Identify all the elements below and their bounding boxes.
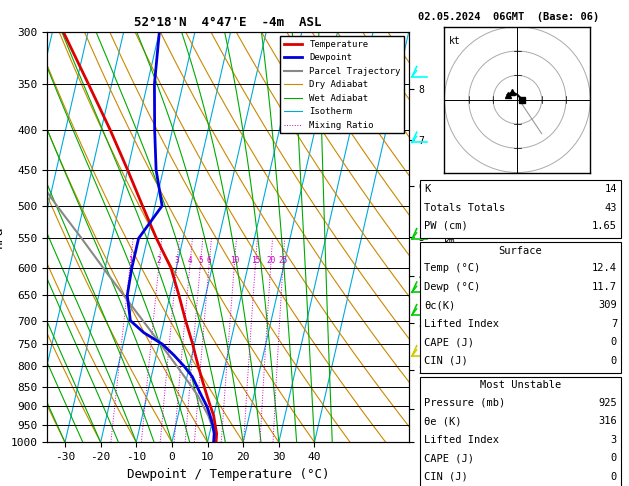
Text: 3: 3 [174, 256, 179, 265]
Text: 1.65: 1.65 [592, 221, 617, 231]
Text: 0: 0 [611, 337, 617, 347]
Text: kt: kt [449, 36, 461, 46]
Text: 12.4: 12.4 [592, 263, 617, 273]
Text: 20: 20 [266, 256, 276, 265]
Text: Totals Totals: Totals Totals [424, 203, 505, 212]
Y-axis label: hPa: hPa [0, 226, 5, 248]
Text: 25: 25 [278, 256, 287, 265]
Text: 5: 5 [198, 256, 203, 265]
Text: θc(K): θc(K) [424, 300, 455, 310]
Text: PW (cm): PW (cm) [424, 221, 468, 231]
Text: Pressure (mb): Pressure (mb) [424, 398, 505, 408]
Text: θe (K): θe (K) [424, 417, 462, 426]
Y-axis label: km
ASL: km ASL [442, 237, 459, 259]
Text: 6: 6 [207, 256, 211, 265]
X-axis label: Dewpoint / Temperature (°C): Dewpoint / Temperature (°C) [127, 468, 329, 481]
Text: 11.7: 11.7 [592, 282, 617, 292]
Text: Surface: Surface [499, 245, 542, 256]
Text: Lifted Index: Lifted Index [424, 435, 499, 445]
Text: 14: 14 [604, 184, 617, 194]
Text: 15: 15 [251, 256, 260, 265]
Text: Temp (°C): Temp (°C) [424, 263, 480, 273]
Text: 925: 925 [598, 398, 617, 408]
Text: © weatheronline.co.uk: © weatheronline.co.uk [459, 466, 582, 476]
Text: 2: 2 [157, 256, 161, 265]
Text: Most Unstable: Most Unstable [480, 380, 561, 390]
Text: CAPE (J): CAPE (J) [424, 337, 474, 347]
Legend: Temperature, Dewpoint, Parcel Trajectory, Dry Adiabat, Wet Adiabat, Isotherm, Mi: Temperature, Dewpoint, Parcel Trajectory… [281, 36, 404, 134]
Text: 0: 0 [611, 453, 617, 463]
Text: 316: 316 [598, 417, 617, 426]
Text: Mixing Ratio (g/kg): Mixing Ratio (g/kg) [458, 207, 467, 309]
Text: Dewp (°C): Dewp (°C) [424, 282, 480, 292]
Text: 0: 0 [611, 472, 617, 482]
Text: 309: 309 [598, 300, 617, 310]
Text: CIN (J): CIN (J) [424, 356, 468, 365]
Text: 0: 0 [611, 356, 617, 365]
Text: K: K [424, 184, 430, 194]
Text: 3: 3 [611, 435, 617, 445]
Text: CAPE (J): CAPE (J) [424, 453, 474, 463]
Text: 4: 4 [187, 256, 192, 265]
Text: 1: 1 [128, 256, 133, 265]
Text: 7: 7 [611, 319, 617, 329]
Text: 43: 43 [604, 203, 617, 212]
Text: Lifted Index: Lifted Index [424, 319, 499, 329]
Text: CIN (J): CIN (J) [424, 472, 468, 482]
Title: 52°18'N  4°47'E  -4m  ASL: 52°18'N 4°47'E -4m ASL [134, 16, 322, 29]
Text: 02.05.2024  06GMT  (Base: 06): 02.05.2024 06GMT (Base: 06) [418, 12, 599, 22]
Text: 10: 10 [230, 256, 239, 265]
